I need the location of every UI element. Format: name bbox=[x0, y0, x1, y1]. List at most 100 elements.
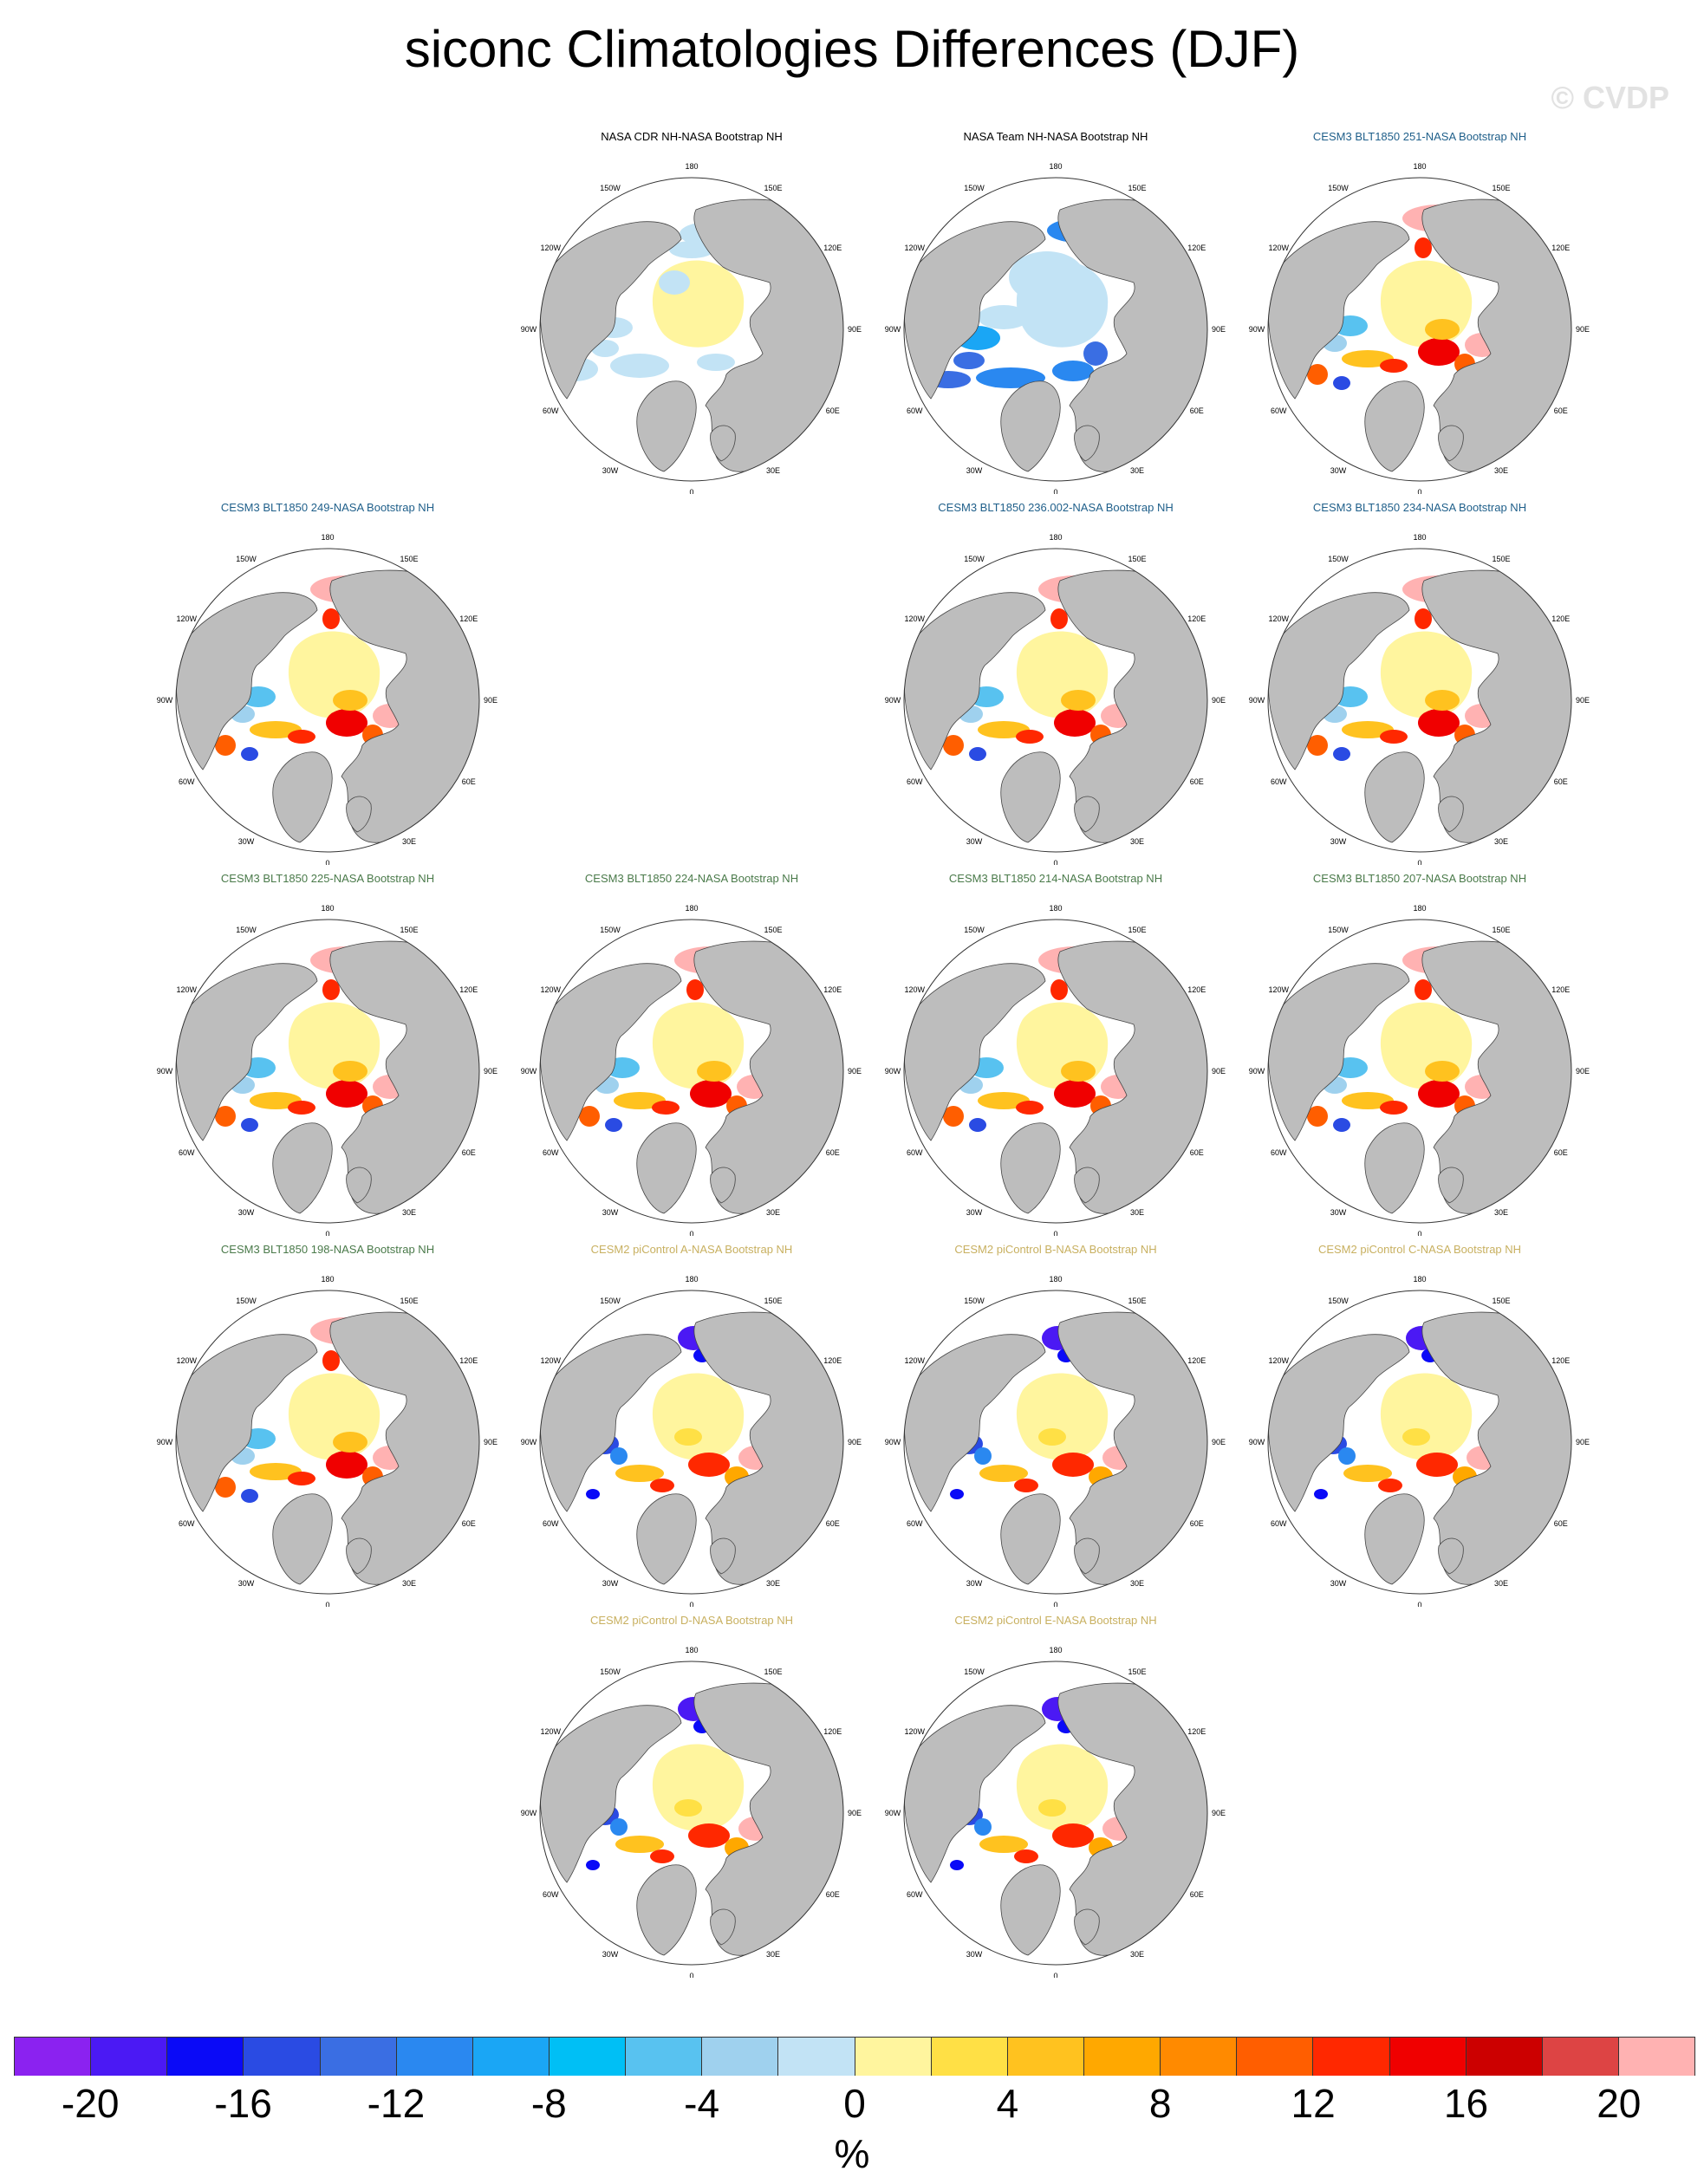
arctic-basin-field bbox=[1380, 631, 1473, 718]
polar-map: 180 150E 120E 90E 60E 30E 0 30W 60W 90W 120W 150W bbox=[157, 1275, 498, 1607]
lon-label: 180 bbox=[321, 533, 334, 542]
anomaly-patch bbox=[1342, 350, 1394, 367]
anomaly-patch bbox=[614, 1092, 666, 1109]
anomaly-patch bbox=[1378, 1479, 1402, 1492]
colorbar-swatch bbox=[472, 2038, 550, 2076]
lon-label: 60E bbox=[462, 1148, 476, 1157]
panel-title: CESM2 piControl D-NASA Bootstrap NH bbox=[589, 1614, 794, 1627]
lon-label: 180 bbox=[1049, 904, 1062, 913]
anomaly-patch bbox=[1343, 1465, 1392, 1482]
lon-label: 60W bbox=[1271, 777, 1287, 786]
land-mass bbox=[1057, 198, 1207, 472]
anomaly-patch bbox=[1314, 1489, 1328, 1499]
lon-label: 90E bbox=[848, 325, 862, 334]
polar-map: 180 150E 120E 90E 60E 30E 0 30W 60W 90W 120W 150W bbox=[885, 1646, 1226, 1978]
land-mass bbox=[346, 1537, 372, 1575]
anomaly-patch bbox=[979, 1836, 1028, 1853]
map-boundary bbox=[903, 1661, 1208, 1966]
land-mass bbox=[1438, 1167, 1464, 1204]
land-mass bbox=[1074, 1167, 1100, 1204]
panel-title: CESM3 BLT1850 249-NASA Bootstrap NH bbox=[220, 501, 435, 514]
map-boundary bbox=[903, 919, 1208, 1224]
anomaly-patch bbox=[1083, 341, 1108, 366]
land-mass bbox=[636, 1864, 697, 1956]
land-mass bbox=[710, 425, 736, 462]
lon-label: 90W bbox=[157, 696, 173, 705]
polar-map: 180 150E 120E 90E 60E 30E 0 30W 60W 90W 120W 150W bbox=[157, 533, 498, 865]
lon-label: 150W bbox=[964, 555, 985, 563]
lon-label: 30W bbox=[602, 466, 619, 475]
polar-map: 180 150E 120E 90E 60E 30E 0 30W 60W 90W 120W 150W bbox=[885, 1275, 1226, 1607]
panel-title: CESM3 BLT1850 225-NASA Bootstrap NH bbox=[220, 872, 435, 885]
colorbar-swatch bbox=[1313, 2038, 1390, 2076]
lon-label: 90W bbox=[157, 1438, 173, 1446]
figure-title: siconc Climatologies Differences (DJF) bbox=[404, 20, 1300, 78]
colorbar-tick-label: 4 bbox=[996, 2081, 1019, 2126]
polar-map: 180 150E 120E 90E 60E 30E 0 30W 60W 90W 120W 150W bbox=[521, 904, 862, 1236]
lon-label: 30E bbox=[766, 1950, 780, 1959]
lon-label: 120E bbox=[1551, 614, 1570, 623]
lon-label: 30W bbox=[1330, 1208, 1347, 1217]
lon-label: 150W bbox=[1328, 926, 1349, 934]
anomaly-patch bbox=[979, 1465, 1028, 1482]
lon-label: 0 bbox=[689, 1230, 693, 1236]
lon-label: 120E bbox=[823, 1356, 842, 1365]
colorbar-tick-label: -20 bbox=[61, 2081, 120, 2126]
anomaly-patch bbox=[1333, 747, 1350, 761]
lon-label: 90W bbox=[157, 1067, 173, 1076]
map-panel: CESM2 piControl A-NASA Bootstrap NH 180 15… bbox=[510, 1243, 874, 1607]
land-mass bbox=[1000, 380, 1061, 472]
land-mass bbox=[636, 380, 697, 472]
land-mass bbox=[693, 198, 843, 472]
anomaly-patch bbox=[288, 1472, 315, 1485]
arctic-basin-field bbox=[652, 1002, 745, 1089]
lon-label: 90E bbox=[484, 696, 498, 705]
colorbar-swatch bbox=[167, 2038, 244, 2076]
anomaly-patch bbox=[333, 1432, 367, 1453]
anomaly-patch bbox=[1425, 690, 1460, 711]
map-boundary bbox=[175, 548, 480, 853]
polar-map: 180 150E 120E 90E 60E 30E 0 30W 60W 90W 120W 150W bbox=[521, 162, 862, 494]
anomaly-patch bbox=[674, 1428, 702, 1446]
lon-label: 30E bbox=[766, 1208, 780, 1217]
land-mass bbox=[1268, 963, 1410, 1141]
lon-label: 30W bbox=[238, 1208, 255, 1217]
lon-label: 30E bbox=[766, 1579, 780, 1588]
colorbar-swatch bbox=[1466, 2038, 1543, 2076]
land-mass bbox=[540, 963, 682, 1141]
colorbar-swatch bbox=[91, 2038, 168, 2076]
anomaly-patch bbox=[1014, 1849, 1038, 1863]
lon-label: 60E bbox=[1190, 1519, 1204, 1528]
lon-label: 120E bbox=[1187, 1727, 1206, 1736]
lon-label: 90W bbox=[885, 325, 901, 334]
lon-label: 30E bbox=[1130, 1579, 1144, 1588]
lon-label: 30W bbox=[602, 1208, 619, 1217]
land-mass bbox=[346, 1167, 372, 1204]
anomaly-patch bbox=[241, 747, 258, 761]
lon-label: 90W bbox=[1249, 325, 1265, 334]
lon-label: 0 bbox=[689, 1601, 693, 1607]
anomaly-patch bbox=[241, 1118, 258, 1132]
lon-label: 0 bbox=[1053, 1601, 1057, 1607]
map-panel: CESM2 piControl E-NASA Bootstrap NH 180 15… bbox=[874, 1614, 1238, 1978]
lon-label: 30W bbox=[966, 466, 983, 475]
lon-label: 30W bbox=[238, 1579, 255, 1588]
anomaly-patch bbox=[674, 1799, 702, 1817]
anomaly-patch bbox=[1307, 735, 1328, 756]
arctic-basin-field bbox=[288, 631, 380, 718]
lon-label: 150W bbox=[236, 555, 257, 563]
lon-label: 30W bbox=[238, 837, 255, 846]
lon-label: 90E bbox=[1212, 1809, 1226, 1817]
lon-label: 60W bbox=[907, 406, 923, 415]
polar-map: 180 150E 120E 90E 60E 30E 0 30W 60W 90W 120W 150W bbox=[157, 904, 498, 1236]
anomaly-patch bbox=[978, 305, 1030, 329]
map-panel: CESM2 piControl B-NASA Bootstrap NH 180 15… bbox=[874, 1243, 1238, 1607]
anomaly-patch bbox=[686, 979, 704, 1000]
colorbar-swatch bbox=[1083, 2038, 1161, 2076]
lon-label: 120W bbox=[904, 1356, 925, 1365]
colorbar-tick-label: 12 bbox=[1291, 2081, 1336, 2126]
anomaly-patch bbox=[322, 979, 340, 1000]
lon-label: 30E bbox=[1130, 1950, 1144, 1959]
arctic-basin-field bbox=[1380, 260, 1473, 348]
lon-label: 0 bbox=[1053, 1972, 1057, 1978]
